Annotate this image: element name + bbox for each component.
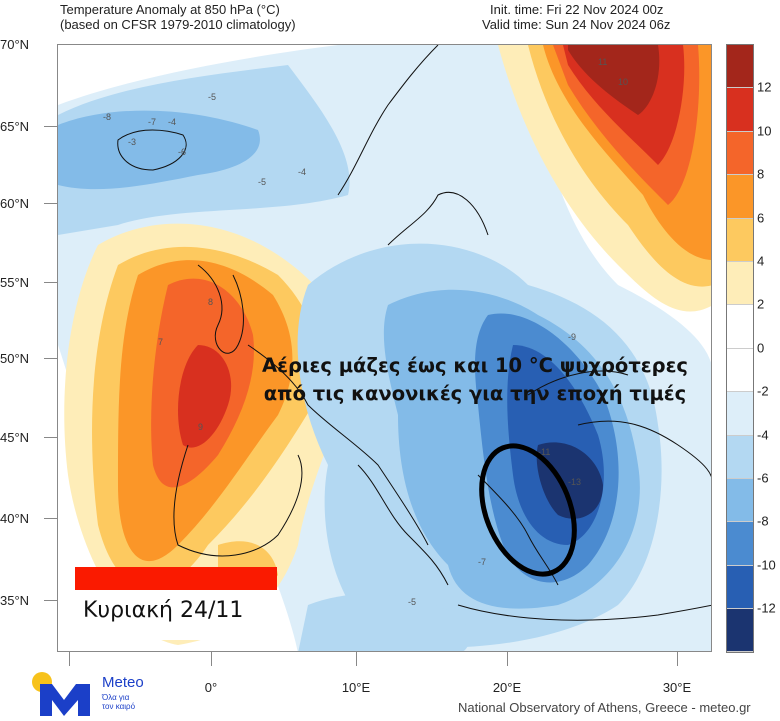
anomaly-map: -3 -4 -5 -6 -7 -8 -5 -4 8 9 7 10 11 -9 -… <box>57 44 712 652</box>
contour-label: -8 <box>103 112 111 122</box>
logo-brand: Meteo <box>102 674 144 691</box>
contour-label: -7 <box>148 117 156 127</box>
contour-labels: -3 -4 -5 -6 -7 -8 -5 -4 8 9 7 10 11 -9 -… <box>103 57 628 607</box>
logo-tagline: Όλα για τον καιρό <box>102 693 135 711</box>
title-line-2: (based on CFSR 1979-2010 climatology) <box>60 17 296 32</box>
lon-label: 0° <box>204 680 218 695</box>
colorbar-segment <box>727 175 753 219</box>
logo-tagline-2: τον καιρό <box>102 702 136 711</box>
lat-label: 55°N <box>0 275 30 290</box>
colorbar-segment <box>727 88 753 132</box>
title-line-1: Temperature Anomaly at 850 hPa (°C) <box>60 2 280 17</box>
lat-label: 40°N <box>0 511 30 526</box>
colorbar-segment <box>727 435 753 479</box>
colorbar-label: -2 <box>757 383 769 399</box>
credit-text: National Observatory of Athens, Greece -… <box>458 700 751 715</box>
lon-tick <box>356 652 357 666</box>
colorbar-segment <box>727 305 753 349</box>
contour-label: 8 <box>208 297 213 307</box>
colorbar-label: 0 <box>757 340 765 356</box>
colorbar-label: -8 <box>757 513 769 529</box>
lon-tick <box>507 652 508 666</box>
contour-label: 10 <box>618 77 628 87</box>
annotation-text: Αέριες μάζες έως και 10 °C ψυχρότερες απ… <box>230 352 720 408</box>
contour-label: 11 <box>598 57 607 67</box>
contour-label: -4 <box>168 117 176 127</box>
colorbar-label: -4 <box>757 427 769 443</box>
lon-tick <box>69 652 70 666</box>
colorbar <box>726 44 754 654</box>
contour-label: -5 <box>408 597 416 607</box>
colorbar-segment <box>727 45 753 89</box>
colorbar-segment <box>727 261 753 306</box>
day-label: Κυριακή 24/11 <box>83 598 244 623</box>
meteo-m-icon <box>32 672 90 716</box>
lat-label: 45°N <box>0 430 30 445</box>
contour-label: 9 <box>198 422 203 432</box>
lat-label: 70°N <box>0 37 30 52</box>
init-time: Init. time: Fri 22 Nov 2024 00z <box>490 2 664 17</box>
lat-tick <box>44 203 57 204</box>
lon-label: 30°E <box>662 680 692 695</box>
time-info: Init. time: Fri 22 Nov 2024 00z Valid ti… <box>482 2 670 32</box>
colorbar-label: -10 <box>757 557 776 573</box>
lat-tick <box>44 600 57 601</box>
annotation-line-2: από τις κανονικές για την εποχή τιμές <box>263 382 687 405</box>
lat-label: 65°N <box>0 119 30 134</box>
colorbar-segment <box>727 218 753 262</box>
lon-tick <box>677 652 678 666</box>
lat-tick <box>44 518 57 519</box>
contour-label: -7 <box>478 557 486 567</box>
lon-tick <box>211 652 212 666</box>
logo-tagline-1: Όλα για <box>102 693 130 702</box>
contour-label: -6 <box>178 147 186 157</box>
annotation-line-1: Αέριες μάζες έως και 10 °C ψυχρότερες <box>262 354 688 377</box>
contour-label: -5 <box>258 177 266 187</box>
chart-title: Temperature Anomaly at 850 hPa (°C) (bas… <box>60 2 296 32</box>
contour-label: -3 <box>128 137 136 147</box>
contour-label: 7 <box>158 337 163 347</box>
map-field: -3 -4 -5 -6 -7 -8 -5 -4 8 9 7 10 11 -9 -… <box>58 45 711 651</box>
colorbar-label: 4 <box>757 253 765 269</box>
colorbar-label: 10 <box>757 123 772 139</box>
colorbar-label: 12 <box>757 79 772 95</box>
colorbar-segment <box>727 478 753 523</box>
colorbar-label: -6 <box>757 470 769 486</box>
lon-label: 10°E <box>341 680 371 695</box>
colorbar-segment <box>727 392 753 436</box>
valid-time: Valid time: Sun 24 Nov 2024 06z <box>482 17 671 32</box>
day-label-band <box>75 567 277 590</box>
colorbar-segment <box>727 131 753 176</box>
highlight-ellipse <box>479 443 577 577</box>
colorbar-label: 8 <box>757 166 765 182</box>
lon-label: 20°E <box>492 680 522 695</box>
colorbar-label: 6 <box>757 210 765 226</box>
contour-label: -5 <box>208 92 216 102</box>
colorbar-label: 2 <box>757 296 765 312</box>
lat-tick <box>44 126 57 127</box>
atlantic-mid-blue <box>58 110 260 190</box>
contour-label: -11 <box>538 447 550 457</box>
lat-tick <box>44 358 57 359</box>
colorbar-segment <box>727 609 753 653</box>
contour-label: -4 <box>298 167 306 177</box>
contour-label: -9 <box>568 332 576 342</box>
lat-label: 60°N <box>0 196 30 211</box>
lat-tick <box>44 437 57 438</box>
lat-label: 35°N <box>0 593 30 608</box>
lat-tick <box>44 282 57 283</box>
colorbar-segment <box>727 565 753 610</box>
day-label-box: Κυριακή 24/11 <box>75 567 277 640</box>
colorbar-label: -12 <box>757 600 776 616</box>
lat-label: 50°N <box>0 351 30 366</box>
colorbar-segment <box>727 522 753 566</box>
colorbar-segment <box>727 348 753 393</box>
meteo-logo: Meteo Όλα για τον καιρό <box>28 670 158 716</box>
contour-label: -13 <box>568 477 581 487</box>
coastlines <box>117 45 711 621</box>
